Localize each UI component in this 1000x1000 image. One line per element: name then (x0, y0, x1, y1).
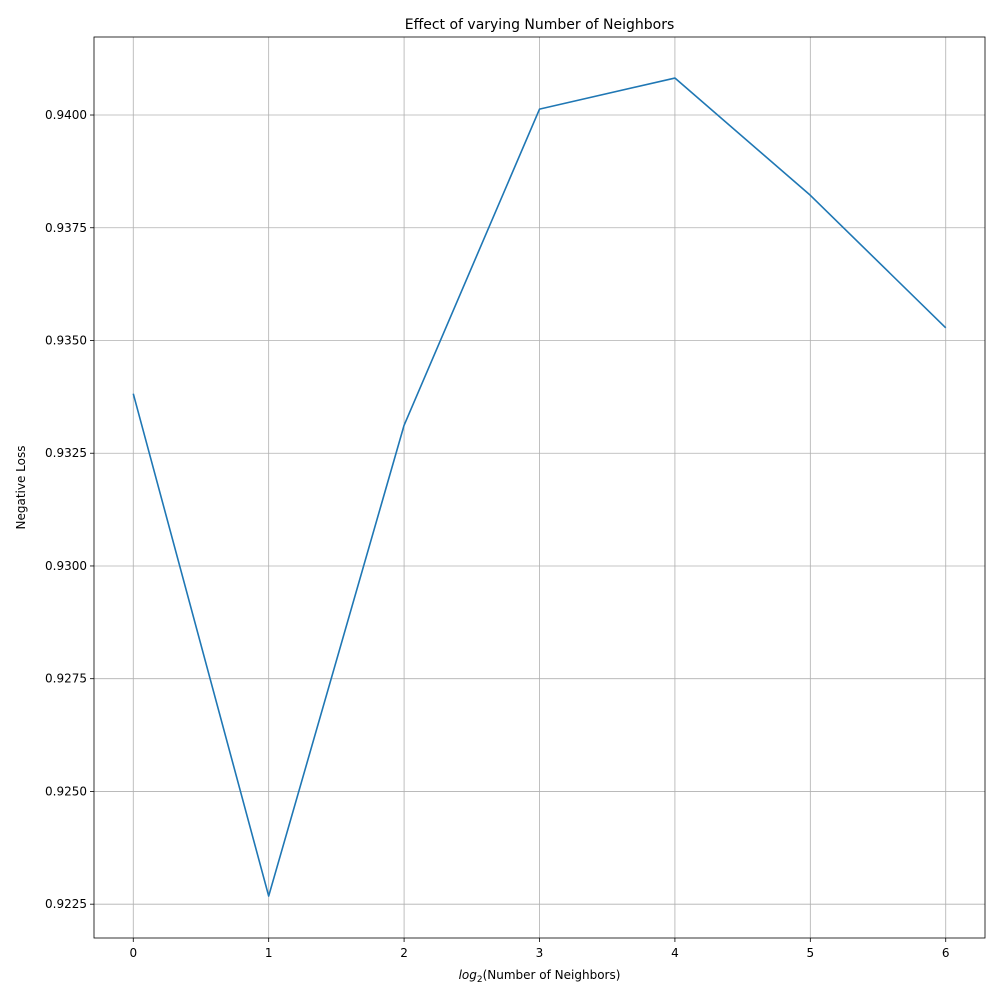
grid-lines (94, 37, 985, 938)
y-tick-label: 0.9225 (45, 897, 87, 911)
x-axis-label-log: log (459, 968, 478, 982)
x-axis-label-text: (Number of Neighbors) (483, 968, 621, 982)
y-tick-label: 0.9250 (45, 784, 87, 798)
y-tick-label: 0.9300 (45, 559, 87, 573)
x-tick-label: 0 (129, 946, 137, 960)
axis-ticks: 0 1 2 3 4 5 6 0.9225 0.9250 0.9275 0.9300 0.9325 0.9… (45, 108, 950, 960)
series-line (132, 77, 947, 897)
y-tick-label: 0.9325 (45, 446, 87, 460)
x-tick-label: 1 (265, 946, 273, 960)
x-tick-label: 4 (671, 946, 679, 960)
x-tick-label: 3 (536, 946, 544, 960)
y-axis-label: Negative Loss (14, 446, 28, 530)
y-tick-label: 0.9350 (45, 333, 87, 347)
y-tick-label: 0.9400 (45, 108, 87, 122)
x-tick-label: 6 (942, 946, 950, 960)
x-axis-label-subscript: 2 (477, 975, 483, 985)
chart-title: Effect of varying Number of Neighbors (405, 17, 675, 33)
y-tick-label: 0.9275 (45, 672, 87, 686)
series-layer (132, 77, 947, 897)
x-axis-label: log2(Number of Neighbors) (459, 968, 621, 985)
x-tick-label: 5 (807, 946, 815, 960)
y-tick-label: 0.9375 (45, 221, 87, 235)
x-tick-label: 2 (400, 946, 408, 960)
